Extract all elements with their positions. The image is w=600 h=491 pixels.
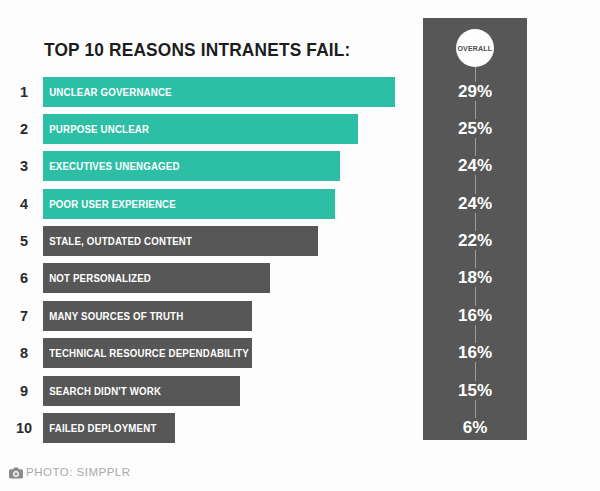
rank-label: 9 bbox=[8, 376, 40, 406]
percent-value: 15% bbox=[423, 381, 527, 401]
rank-label: 4 bbox=[8, 189, 40, 219]
overall-column: OVERALL 29% 25% 24% 24% 22% 18% 16% 16% 15% 6% bbox=[423, 18, 527, 440]
infographic: TOP 10 REASONS INTRANETS FAIL: 1UNCLEAR … bbox=[0, 0, 600, 491]
bar-label: FAILED DEPLOYMENT bbox=[43, 422, 156, 434]
bar-label: STALE, OUTDATED CONTENT bbox=[43, 235, 192, 247]
bar-label: NOT PERSONALIZED bbox=[43, 272, 151, 284]
bar-label: UNCLEAR GOVERNANCE bbox=[43, 86, 172, 98]
bar-label: TECHNICAL RESOURCE DEPENDABILITY bbox=[43, 347, 249, 359]
percent-value: 29% bbox=[423, 82, 527, 102]
bar: NOT PERSONALIZED bbox=[43, 263, 270, 293]
percent-value: 16% bbox=[423, 343, 527, 363]
bar: STALE, OUTDATED CONTENT bbox=[43, 226, 318, 256]
chart-title: TOP 10 REASONS INTRANETS FAIL: bbox=[44, 40, 350, 59]
bar-label: MANY SOURCES OF TRUTH bbox=[43, 310, 183, 322]
rank-label: 8 bbox=[8, 338, 40, 368]
percent-value: 25% bbox=[423, 119, 527, 139]
rank-label: 1 bbox=[8, 77, 40, 107]
rank-label: 2 bbox=[8, 114, 40, 144]
percent-value: 6% bbox=[423, 418, 527, 438]
rank-label: 3 bbox=[8, 151, 40, 181]
rank-label: 5 bbox=[8, 226, 40, 256]
bar-label: PURPOSE UNCLEAR bbox=[43, 123, 149, 135]
camera-icon bbox=[9, 465, 23, 483]
rank-label: 10 bbox=[8, 413, 40, 443]
bar: MANY SOURCES OF TRUTH bbox=[43, 301, 252, 331]
overall-badge: OVERALL bbox=[456, 29, 494, 67]
percent-value: 16% bbox=[423, 306, 527, 326]
bar: POOR USER EXPERIENCE bbox=[43, 189, 335, 219]
rank-label: 7 bbox=[8, 301, 40, 331]
bar-label: EXECUTIVES UNENGAGED bbox=[43, 160, 180, 172]
percent-value: 24% bbox=[423, 156, 527, 176]
percent-value: 22% bbox=[423, 231, 527, 251]
bar: EXECUTIVES UNENGAGED bbox=[43, 151, 340, 181]
bar-label: POOR USER EXPERIENCE bbox=[43, 198, 176, 210]
bar-label: SEARCH DIDN'T WORK bbox=[43, 385, 161, 397]
bar: PURPOSE UNCLEAR bbox=[43, 114, 358, 144]
overall-label: OVERALL bbox=[458, 44, 493, 53]
bar: UNCLEAR GOVERNANCE bbox=[43, 77, 395, 107]
bar: FAILED DEPLOYMENT bbox=[43, 413, 175, 443]
percent-value: 18% bbox=[423, 268, 527, 288]
bar: TECHNICAL RESOURCE DEPENDABILITY bbox=[43, 338, 252, 368]
percent-value: 24% bbox=[423, 194, 527, 214]
rank-label: 6 bbox=[8, 263, 40, 293]
bar: SEARCH DIDN'T WORK bbox=[43, 376, 240, 406]
photo-credit: PHOTO: SIMPPLR bbox=[26, 466, 131, 478]
